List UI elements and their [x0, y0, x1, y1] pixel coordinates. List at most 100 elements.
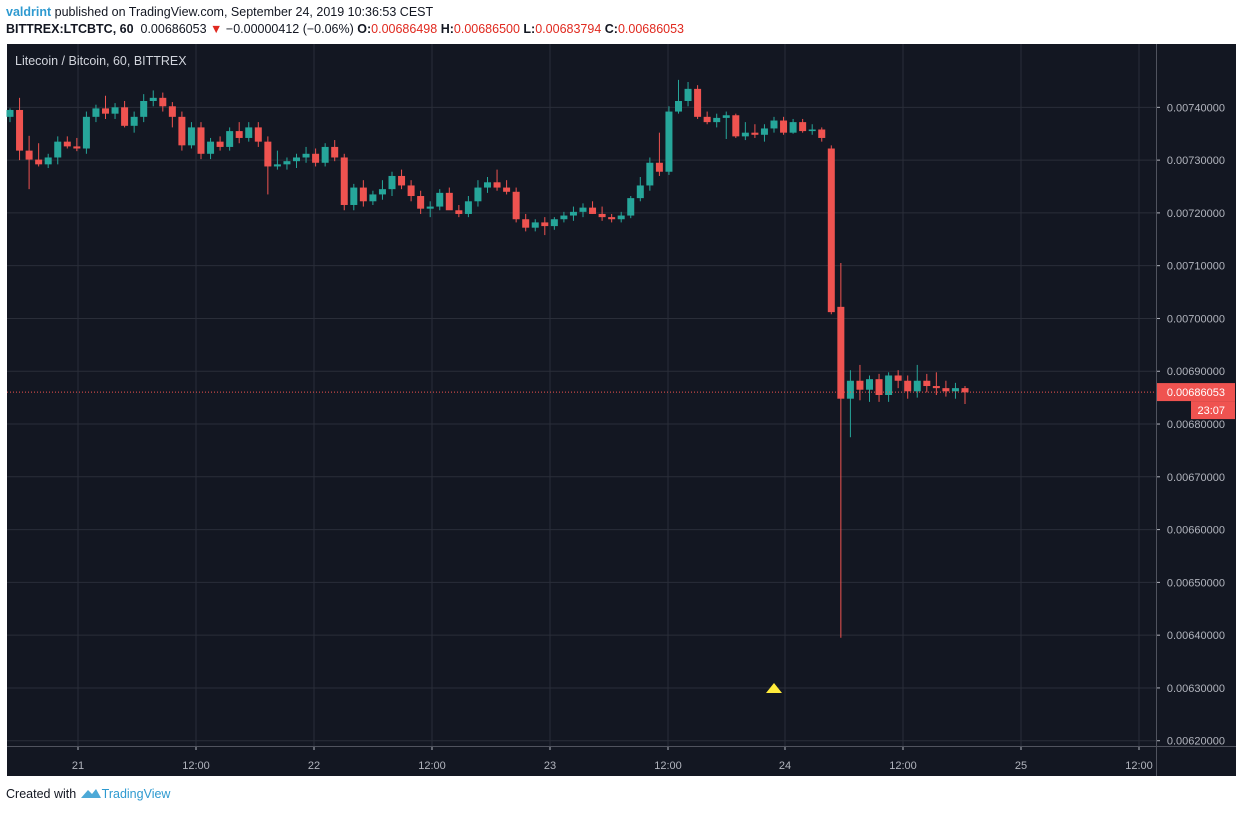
candle-body — [321, 146, 329, 163]
candle-body — [808, 129, 816, 132]
candle-body — [932, 386, 940, 389]
time-tick-label: 12:00 — [1125, 760, 1153, 772]
price-tick-label: 0.00700000 — [1167, 313, 1225, 325]
candle-body — [598, 213, 606, 218]
candle-body — [484, 182, 491, 188]
candle-body — [226, 131, 234, 147]
published-text: published on TradingView.com, September … — [54, 5, 434, 19]
high-value: 0.00686500 — [453, 22, 520, 36]
candle-body — [923, 380, 931, 387]
candle-body — [149, 97, 157, 102]
time-tick-label: 12:00 — [182, 760, 210, 772]
candle-body — [617, 215, 625, 220]
candle-body — [894, 375, 902, 381]
price-tick-label: 0.00740000 — [1167, 102, 1225, 114]
candle-body — [827, 148, 835, 313]
created-with-text: Created with — [6, 787, 77, 801]
candle-body — [82, 116, 90, 149]
candle-body — [293, 157, 300, 162]
candle-body — [951, 388, 959, 392]
candle-body — [331, 146, 339, 158]
time-tick-label: 12:00 — [889, 760, 917, 772]
low-value: 0.00683794 — [535, 22, 602, 36]
candle-body — [512, 191, 520, 220]
time-tick-label: 24 — [779, 760, 791, 772]
candle-body — [675, 101, 682, 112]
candle-body — [464, 201, 472, 214]
candle-body — [407, 185, 415, 197]
candle-body — [388, 175, 396, 190]
candle-body — [818, 129, 826, 138]
candle-body — [569, 211, 577, 216]
price-tick-label: 0.00680000 — [1167, 419, 1225, 431]
candle-body — [608, 217, 616, 220]
time-axis[interactable] — [7, 746, 1236, 776]
price-tick-label: 0.00640000 — [1167, 630, 1225, 642]
tradingview-link[interactable]: TradingView — [101, 787, 171, 801]
price-tick-label: 0.00710000 — [1167, 261, 1225, 273]
time-tick-label: 12:00 — [418, 760, 446, 772]
candle-body — [235, 131, 243, 138]
candle-body — [722, 115, 730, 118]
candle-body — [875, 379, 883, 395]
candle-body — [579, 207, 587, 212]
publish-info: valdrint published on TradingView.com, S… — [6, 5, 433, 19]
candle-body — [780, 120, 788, 133]
candle-body — [140, 101, 148, 117]
grid — [7, 44, 1156, 746]
candle-body — [455, 210, 463, 214]
triangle-marker-icon — [766, 682, 782, 693]
price-change: −0.00000412 (−0.06%) — [225, 22, 354, 36]
candle-body — [713, 117, 721, 123]
author-link[interactable]: valdrint — [6, 5, 52, 19]
candle-body — [636, 185, 644, 199]
candle-body — [197, 127, 205, 154]
candle-body — [789, 122, 797, 133]
candle-body — [283, 161, 291, 165]
candle-body — [589, 207, 597, 214]
last-price-label: 0.00686053 — [1167, 387, 1225, 399]
candle-body — [866, 379, 873, 390]
down-arrow-icon: ▼ — [210, 22, 223, 36]
plot-area[interactable] — [7, 44, 1156, 746]
candle-body — [531, 222, 539, 228]
last-price: 0.00686053 — [140, 22, 207, 36]
candle-body — [760, 128, 768, 135]
candle-body — [16, 109, 24, 151]
candle-body — [312, 153, 320, 163]
candle-body — [130, 116, 138, 126]
open-label: O: — [357, 22, 372, 36]
time-tick-label: 25 — [1015, 760, 1027, 772]
countdown-label-bg — [1191, 401, 1235, 420]
candle-body — [627, 198, 635, 216]
candle-body — [159, 97, 167, 107]
candle-body — [6, 109, 14, 117]
candle-body — [445, 192, 453, 211]
tradingview-logo-icon — [80, 789, 101, 798]
candle-body — [885, 375, 893, 395]
candle-body — [102, 108, 109, 114]
candle-body — [216, 141, 224, 147]
axes: 0.00740000 0.00730000 0.00720000 0.00710000… — [7, 44, 1236, 776]
candle-body — [550, 219, 558, 227]
candle-body — [426, 206, 434, 209]
candle-body — [665, 111, 673, 172]
candle-body — [703, 116, 711, 123]
ohlc-info: BITTREX:LTCBTC, 60 0.00686053 ▼ −0.00000… — [6, 22, 684, 36]
price-tick-label: 0.00660000 — [1167, 525, 1225, 537]
time-tick-label: 12:00 — [654, 760, 682, 772]
price-tick-label: 0.00630000 — [1167, 683, 1225, 695]
candles — [6, 79, 969, 638]
candle-body — [264, 141, 272, 167]
candle-body — [168, 106, 176, 117]
candle-body — [187, 127, 195, 146]
candle-body — [92, 108, 100, 117]
candle-body — [646, 162, 654, 186]
candle-body — [417, 196, 425, 209]
candle-body — [63, 141, 71, 147]
candle-body — [359, 187, 367, 202]
candle-body — [35, 159, 43, 165]
candle-body — [369, 194, 377, 202]
candle-body — [302, 153, 310, 158]
